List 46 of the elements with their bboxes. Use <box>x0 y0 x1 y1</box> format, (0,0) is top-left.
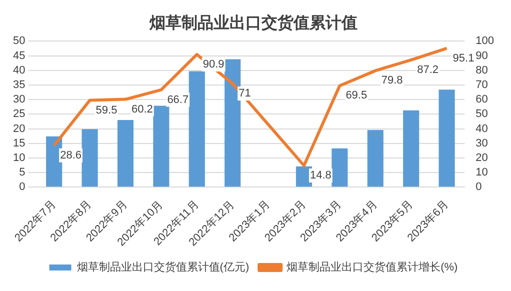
y2-tick-label: 30 <box>476 137 488 150</box>
data-label: 14.8 <box>310 170 332 182</box>
bar <box>224 59 241 187</box>
bar <box>153 106 170 187</box>
bar <box>332 148 348 187</box>
y2-tick-label: 80 <box>476 64 488 76</box>
y-tick-label: 25 <box>12 108 26 120</box>
y-tick-label: 30 <box>12 94 26 106</box>
bar <box>82 129 98 187</box>
y2-tick-label: 40 <box>476 122 488 135</box>
bar <box>403 110 420 187</box>
bar <box>188 71 205 187</box>
data-label: 60.2 <box>131 103 153 116</box>
y-tick-label: 35 <box>12 79 26 92</box>
y2-tick-label: 10 <box>476 166 488 179</box>
data-label: 28.6 <box>60 149 82 162</box>
y2-tick-label: 70 <box>476 79 488 92</box>
y-tick-label: 10 <box>12 152 26 164</box>
y-tick-label: 0 <box>19 181 26 194</box>
y2-tick-label: 60 <box>476 94 488 106</box>
y2-tick-label: 20 <box>476 152 488 164</box>
y-tick-label: 5 <box>19 166 26 179</box>
bar <box>438 90 455 187</box>
data-label: 59.5 <box>96 104 118 116</box>
data-label: 87.2 <box>417 64 439 76</box>
bar <box>117 120 134 187</box>
y2-tick-label: 100 <box>476 35 494 48</box>
y-tick-label: 20 <box>12 122 26 135</box>
y-tick-label: 15 <box>12 137 26 150</box>
y2-tick-label: 0 <box>476 181 482 194</box>
data-label: 71 <box>238 88 251 100</box>
data-label: 79.8 <box>381 74 403 87</box>
chart-title: 烟草制品业出口交货值累计值 <box>148 13 358 32</box>
legend-label: 烟草制品业出口交货值累计增长(%) <box>286 260 458 274</box>
y-tick-label: 45 <box>12 50 26 62</box>
y-tick-label: 40 <box>12 64 26 76</box>
y2-tick-label: 50 <box>476 108 488 120</box>
data-label: 95.1 <box>452 52 474 64</box>
bar <box>46 136 62 187</box>
data-label: 90.9 <box>202 58 224 71</box>
y2-tick-label: 90 <box>476 50 488 62</box>
legend-label: 烟草制品业出口交货值累计值(亿元) <box>76 260 250 274</box>
bar <box>367 130 384 187</box>
data-label: 69.5 <box>346 90 368 102</box>
y-tick-label: 50 <box>12 35 26 48</box>
data-label: 66.7 <box>167 94 189 106</box>
